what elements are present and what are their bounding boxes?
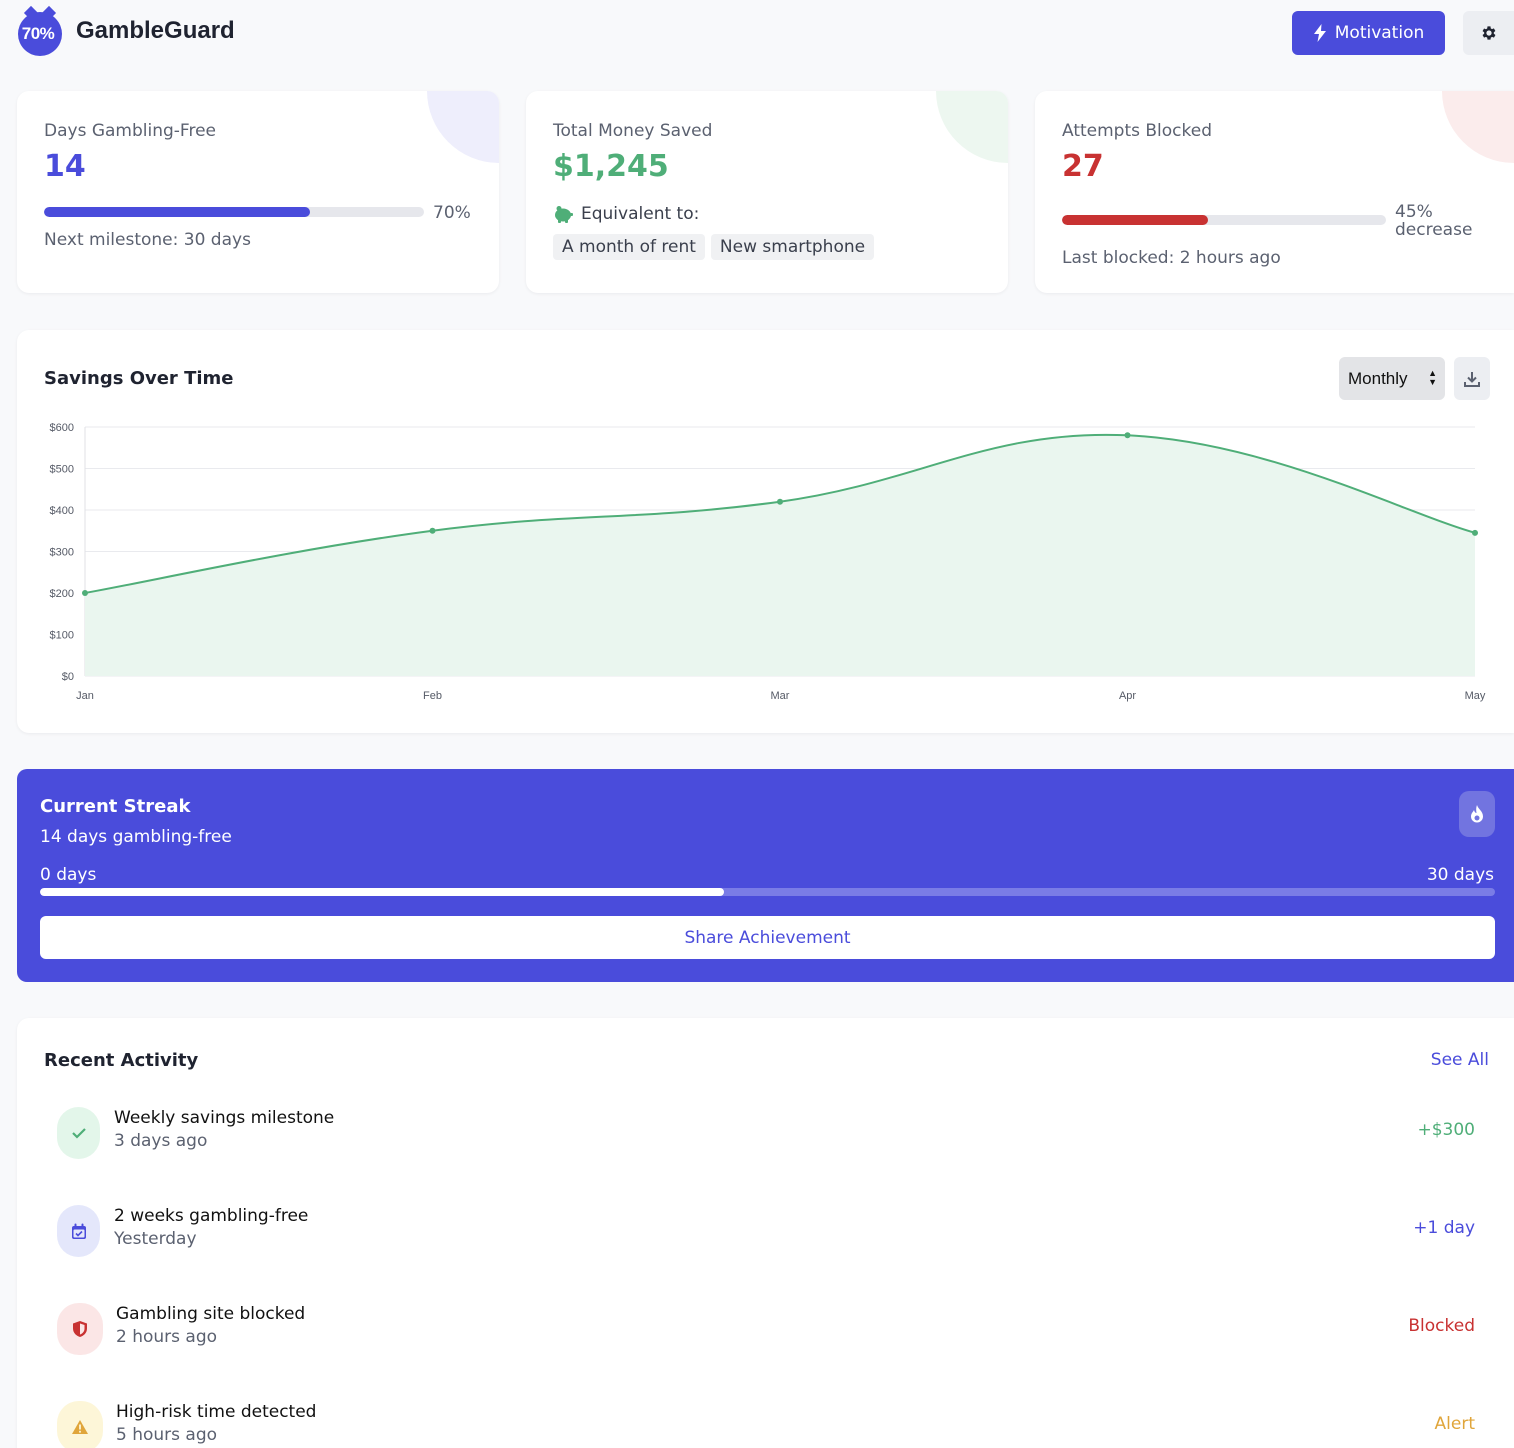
- y-tick-label: $400: [50, 505, 74, 517]
- period-select-value: Monthly: [1348, 368, 1408, 388]
- see-all-link[interactable]: See All: [1430, 1050, 1489, 1070]
- activity-item-title: 2 weeks gambling-free: [114, 1206, 309, 1226]
- x-tick-label: May: [1465, 690, 1486, 702]
- blocked-footer: Last blocked: 2 hours ago: [1062, 248, 1281, 268]
- activity-item[interactable]: Weekly savings milestone 3 days ago +$30…: [57, 1105, 1475, 1161]
- recent-activity-card: Recent Activity See All Weekly savings m…: [17, 1018, 1514, 1448]
- activity-item-title: Gambling site blocked: [116, 1304, 306, 1324]
- data-point: [777, 498, 783, 505]
- savings-chart: $0 $100 $200 $300 $400 $500 $600 Jan Feb Mar Apr Ma…: [50, 422, 1486, 702]
- days-card: Days Gambling-Free 14 70% Next milestone…: [17, 91, 499, 293]
- data-point: [429, 527, 436, 534]
- select-arrows-icon: ▲ ▼: [1428, 368, 1437, 387]
- y-tick-label: $100: [50, 630, 74, 642]
- fire-icon: [1471, 805, 1483, 823]
- activity-item[interactable]: High-risk time detected 5 hours ago Aler…: [57, 1399, 1475, 1448]
- streak-title: Current Streak: [40, 796, 191, 817]
- blocked-value: 27: [1062, 149, 1104, 184]
- activity-item-time: 2 hours ago: [116, 1327, 218, 1347]
- activity-item-title: High-risk time detected: [116, 1402, 317, 1422]
- activity-item-time: Yesterday: [114, 1229, 197, 1249]
- gear-icon: [1482, 26, 1495, 40]
- bolt-icon: [1313, 24, 1326, 42]
- equivalent-row: Equivalent to:: [553, 204, 699, 224]
- share-achievement-button[interactable]: Share Achievement: [40, 916, 1495, 959]
- activity-title: Recent Activity: [44, 1050, 199, 1071]
- chip-rent: A month of rent: [553, 234, 705, 260]
- y-tick-label: $600: [50, 422, 74, 434]
- x-tick-label: Mar: [771, 690, 790, 702]
- savings-chart-card: Savings Over Time Monthly ▲ ▼ $0 $100 $200 $…: [17, 330, 1514, 733]
- activity-item-time: 5 hours ago: [116, 1425, 218, 1445]
- blocked-card: Attempts Blocked 27 45% decrease Last bl…: [1035, 91, 1514, 293]
- data-point: [1124, 432, 1131, 439]
- logo-badge: 70%: [18, 5, 62, 56]
- money-label: Total Money Saved: [553, 121, 713, 141]
- activity-item-value: +$300: [1417, 1120, 1475, 1140]
- streak-min-label: 0 days: [40, 865, 97, 885]
- period-select[interactable]: Monthly ▲ ▼: [1339, 357, 1445, 400]
- activity-item-value: Blocked: [1408, 1316, 1475, 1336]
- data-point: [82, 590, 88, 596]
- blocked-label: Attempts Blocked: [1062, 121, 1213, 141]
- equivalent-label: Equivalent to:: [581, 204, 700, 224]
- brand-name: GambleGuard: [76, 17, 235, 44]
- days-value: 14: [44, 149, 86, 184]
- motivation-button[interactable]: Motivation: [1292, 11, 1445, 55]
- download-button[interactable]: [1454, 357, 1490, 400]
- x-tick-label: Apr: [1119, 690, 1136, 702]
- equivalent-chips: A month of rent New smartphone: [553, 234, 880, 260]
- streak-max-label: 30 days: [1426, 865, 1494, 885]
- warning-icon: [57, 1401, 103, 1448]
- y-tick-label: $0: [62, 671, 74, 683]
- series-area: [85, 434, 1475, 676]
- money-value: $1,245: [553, 149, 669, 184]
- money-card: Total Money Saved $1,245 Equivalent to: …: [526, 91, 1008, 293]
- y-tick-label: $300: [50, 547, 74, 559]
- x-tick-label: Jan: [76, 690, 94, 702]
- days-label: Days Gambling-Free: [44, 121, 216, 141]
- blocked-progress-label: 45% decrease: [1395, 202, 1473, 240]
- activity-item-value: Alert: [1434, 1414, 1475, 1434]
- shield-icon: [57, 1303, 103, 1355]
- streak-subtitle: 14 days gambling-free: [40, 827, 232, 847]
- motivation-label: Motivation: [1334, 23, 1425, 43]
- activity-item-title: Weekly savings milestone: [114, 1108, 335, 1128]
- app-header: 70% GambleGuard Motivation: [0, 0, 1514, 66]
- y-tick-label: $200: [50, 588, 74, 600]
- check-icon: [57, 1107, 100, 1159]
- activity-item-value: +1 day: [1413, 1218, 1475, 1238]
- blocked-progress-bar: [1062, 215, 1386, 225]
- days-progress-bar: [44, 207, 424, 217]
- days-footer: Next milestone: 30 days: [44, 230, 251, 250]
- logo-text: 70%: [21, 24, 55, 43]
- streak-card: Current Streak 14 days gambling-free 0 d…: [17, 769, 1514, 982]
- calendar-icon: [57, 1205, 100, 1257]
- piggy-bank-icon: [555, 206, 573, 223]
- x-tick-label: Feb: [423, 690, 442, 702]
- activity-item-time: 3 days ago: [114, 1131, 208, 1151]
- download-icon: [1464, 371, 1480, 387]
- days-progress-label: 70%: [433, 203, 471, 223]
- chart-title: Savings Over Time: [44, 368, 234, 389]
- streak-fire-button[interactable]: [1459, 791, 1495, 837]
- data-point: [1472, 529, 1478, 536]
- activity-item[interactable]: Gambling site blocked 2 hours ago Blocke…: [57, 1301, 1475, 1357]
- y-tick-label: $500: [50, 464, 74, 476]
- settings-button[interactable]: [1463, 11, 1514, 55]
- streak-progress-bar: [40, 888, 1495, 896]
- activity-item[interactable]: 2 weeks gambling-free Yesterday +1 day: [57, 1203, 1475, 1259]
- chip-smartphone: New smartphone: [710, 234, 875, 260]
